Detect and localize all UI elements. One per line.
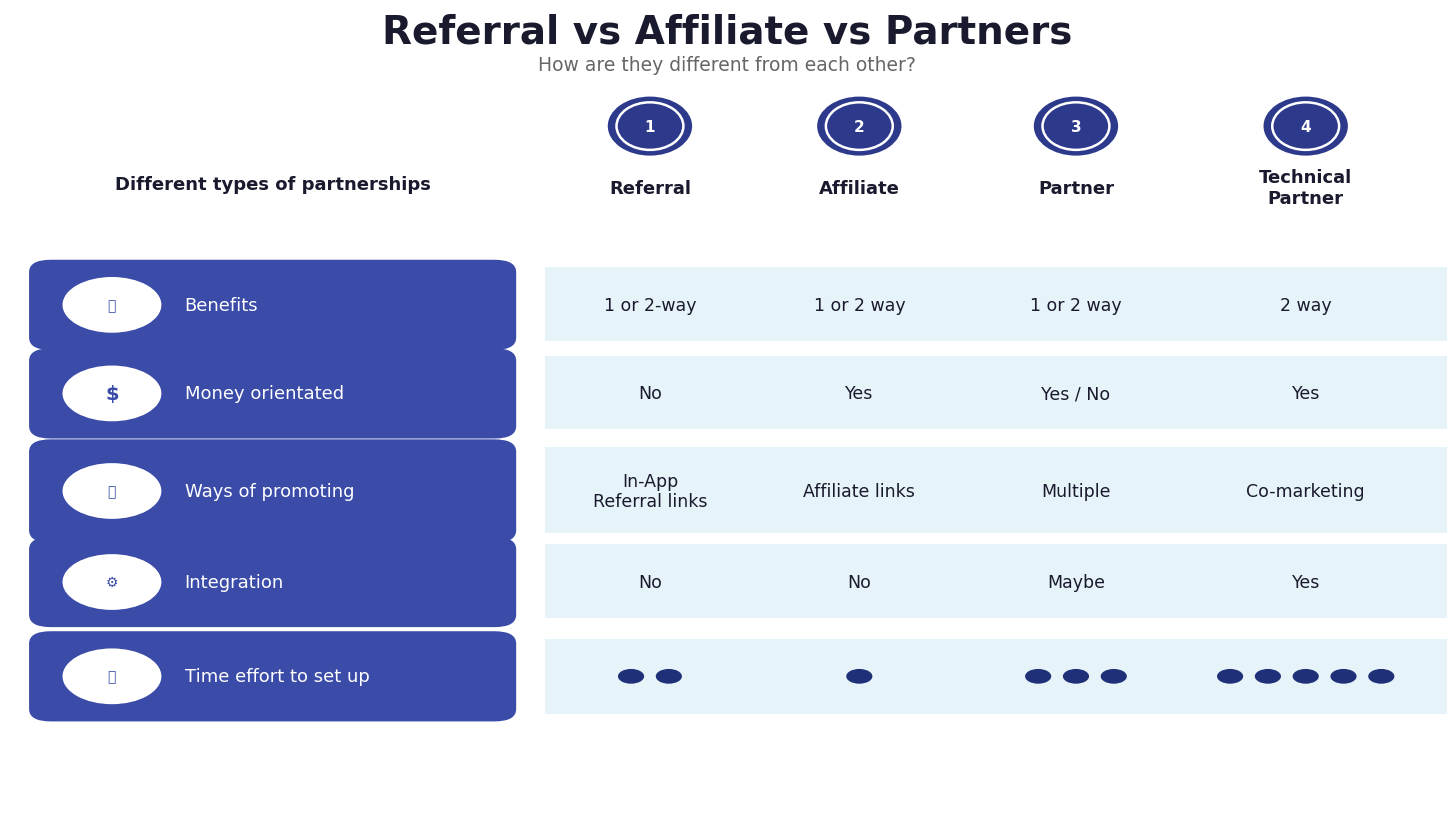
Ellipse shape	[1264, 97, 1348, 156]
Text: Co-marketing: Co-marketing	[1246, 482, 1365, 500]
Text: 👷: 👷	[108, 484, 116, 499]
Circle shape	[1063, 669, 1089, 684]
Text: Benefits: Benefits	[185, 296, 259, 314]
Circle shape	[846, 669, 872, 684]
Circle shape	[1255, 669, 1281, 684]
Text: $: $	[105, 384, 119, 404]
Circle shape	[618, 669, 644, 684]
Text: 3: 3	[1070, 120, 1082, 134]
Circle shape	[1368, 669, 1394, 684]
Text: 2: 2	[853, 120, 865, 134]
Text: 1 or 2 way: 1 or 2 way	[1029, 296, 1122, 314]
Text: Money orientated: Money orientated	[185, 385, 343, 403]
Text: Partner: Partner	[1038, 179, 1114, 197]
FancyBboxPatch shape	[29, 349, 516, 439]
Circle shape	[656, 669, 682, 684]
FancyBboxPatch shape	[545, 268, 1447, 343]
FancyBboxPatch shape	[545, 447, 1447, 536]
Text: Affiliate links: Affiliate links	[804, 482, 915, 500]
Text: Yes: Yes	[845, 385, 874, 403]
Text: 1 or 2-way: 1 or 2-way	[603, 296, 696, 314]
Circle shape	[1101, 669, 1127, 684]
Ellipse shape	[1034, 97, 1118, 156]
Text: Different types of partnerships: Different types of partnerships	[115, 175, 430, 193]
Circle shape	[63, 366, 161, 422]
Text: Integration: Integration	[185, 573, 284, 591]
Text: Yes / No: Yes / No	[1041, 385, 1111, 403]
Circle shape	[1217, 669, 1243, 684]
Ellipse shape	[608, 97, 692, 156]
Text: No: No	[638, 385, 662, 403]
Text: ⚙: ⚙	[106, 575, 118, 590]
Text: 4: 4	[1300, 120, 1312, 134]
Text: No: No	[638, 573, 662, 591]
Circle shape	[1330, 669, 1357, 684]
Text: Yes: Yes	[1291, 385, 1320, 403]
Text: Ways of promoting: Ways of promoting	[185, 482, 355, 500]
FancyBboxPatch shape	[29, 631, 516, 722]
Text: No: No	[848, 573, 871, 591]
FancyBboxPatch shape	[29, 537, 516, 627]
FancyBboxPatch shape	[29, 440, 516, 543]
Text: In-App
Referral links: In-App Referral links	[593, 472, 707, 511]
Circle shape	[63, 278, 161, 333]
Circle shape	[63, 464, 161, 519]
Text: 2 way: 2 way	[1280, 296, 1332, 314]
Text: Maybe: Maybe	[1047, 573, 1105, 591]
Ellipse shape	[817, 97, 901, 156]
Circle shape	[63, 649, 161, 704]
Text: ⏰: ⏰	[108, 669, 116, 684]
Text: Referral: Referral	[609, 179, 691, 197]
Text: 1 or 2 way: 1 or 2 way	[813, 296, 906, 314]
Circle shape	[1025, 669, 1051, 684]
Text: How are they different from each other?: How are they different from each other?	[538, 56, 916, 75]
Text: Yes: Yes	[1291, 573, 1320, 591]
Text: 👥: 👥	[108, 298, 116, 313]
Text: Technical
Partner: Technical Partner	[1259, 169, 1352, 208]
Text: 1: 1	[644, 120, 656, 134]
Circle shape	[63, 554, 161, 610]
FancyBboxPatch shape	[545, 639, 1447, 714]
FancyBboxPatch shape	[545, 356, 1447, 432]
FancyBboxPatch shape	[545, 545, 1447, 620]
Text: Affiliate: Affiliate	[819, 179, 900, 197]
Text: Time effort to set up: Time effort to set up	[185, 667, 369, 686]
Text: Referral vs Affiliate vs Partners: Referral vs Affiliate vs Partners	[382, 14, 1072, 52]
Circle shape	[1293, 669, 1319, 684]
Text: Multiple: Multiple	[1041, 482, 1111, 500]
FancyBboxPatch shape	[29, 260, 516, 351]
